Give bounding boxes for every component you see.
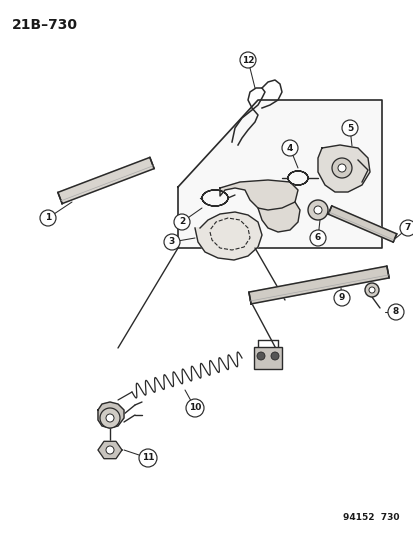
Circle shape xyxy=(185,399,204,417)
Circle shape xyxy=(309,230,325,246)
Circle shape xyxy=(240,52,255,68)
Circle shape xyxy=(100,408,120,428)
Text: 4: 4 xyxy=(286,143,292,152)
Circle shape xyxy=(256,352,264,360)
Text: 94152  730: 94152 730 xyxy=(343,513,399,522)
Circle shape xyxy=(368,287,374,293)
Polygon shape xyxy=(178,100,381,248)
Circle shape xyxy=(164,234,180,250)
Circle shape xyxy=(399,220,413,236)
Text: 8: 8 xyxy=(392,308,398,317)
FancyBboxPatch shape xyxy=(254,347,281,369)
Circle shape xyxy=(331,158,351,178)
Text: 9: 9 xyxy=(338,294,344,303)
Text: 12: 12 xyxy=(241,55,254,64)
Circle shape xyxy=(337,164,345,172)
Text: 10: 10 xyxy=(188,403,201,413)
Circle shape xyxy=(173,214,190,230)
Circle shape xyxy=(313,206,321,214)
Text: 3: 3 xyxy=(169,238,175,246)
Polygon shape xyxy=(317,145,369,192)
Text: 11: 11 xyxy=(141,454,154,463)
Polygon shape xyxy=(328,206,396,242)
Polygon shape xyxy=(98,441,122,459)
Polygon shape xyxy=(219,180,297,210)
Text: 5: 5 xyxy=(346,124,352,133)
Circle shape xyxy=(106,446,114,454)
Circle shape xyxy=(281,140,297,156)
Circle shape xyxy=(333,290,349,306)
Text: 7: 7 xyxy=(404,223,410,232)
Polygon shape xyxy=(98,402,124,428)
Circle shape xyxy=(341,120,357,136)
Polygon shape xyxy=(195,212,261,260)
Circle shape xyxy=(40,210,56,226)
Polygon shape xyxy=(257,202,299,232)
Text: 6: 6 xyxy=(314,233,320,243)
Text: 21B–730: 21B–730 xyxy=(12,18,78,32)
Circle shape xyxy=(271,352,278,360)
Circle shape xyxy=(364,283,378,297)
Text: 2: 2 xyxy=(178,217,185,227)
Circle shape xyxy=(307,200,327,220)
Circle shape xyxy=(106,414,114,422)
Polygon shape xyxy=(248,266,388,304)
Circle shape xyxy=(387,304,403,320)
Circle shape xyxy=(139,449,157,467)
Text: 1: 1 xyxy=(45,214,51,222)
Polygon shape xyxy=(58,157,154,204)
